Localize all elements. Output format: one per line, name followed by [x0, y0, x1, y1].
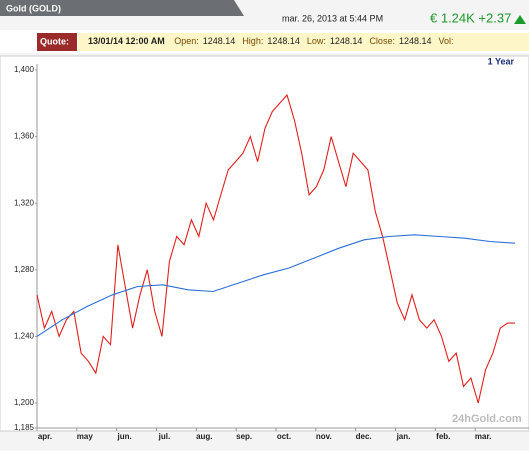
x-tick-label: apr.	[38, 432, 52, 441]
watermark: 24hGold.com	[452, 413, 522, 425]
x-tick-label: jul.	[158, 432, 171, 441]
x-tick-label: sep.	[236, 432, 252, 441]
x-tick-label: jan.	[396, 432, 411, 441]
x-tick-label: aug.	[196, 432, 212, 441]
quote-field-name: Vol:	[439, 36, 454, 46]
up-arrow	[514, 15, 526, 24]
x-tick-label: jun.	[117, 432, 132, 441]
series-line	[36, 234, 516, 337]
quote-field-name: Low:	[307, 36, 326, 46]
quote-field-name: Open:	[174, 36, 199, 46]
series-line	[36, 93, 515, 404]
quote-field-name: Close:	[369, 36, 395, 46]
quote-bg	[78, 33, 529, 51]
timestamp: mar. 26, 2013 at 5:44 PM	[282, 13, 383, 23]
x-tick-label: nov.	[316, 432, 332, 441]
quote-label: Quote:	[40, 36, 69, 46]
quote-label-bg	[37, 33, 77, 51]
chart-frame	[0, 55, 529, 432]
tab	[0, 0, 244, 16]
y-tick-label: 1,240	[14, 332, 35, 341]
quote-field-name: High:	[242, 36, 263, 46]
y-tick-label: 1,320	[14, 198, 35, 207]
x-tick-label: feb.	[436, 432, 450, 441]
tab-title: Gold (GOLD)	[6, 3, 61, 13]
y-tick-label: 1,280	[14, 265, 35, 274]
quote-field-value: 1248.14	[399, 36, 432, 46]
price: € 1.24K +2.37	[430, 10, 511, 25]
range-button[interactable]: 1 Year	[488, 56, 515, 66]
y-tick-label: 1,400	[14, 65, 35, 74]
x-tick-label: oct.	[277, 432, 291, 441]
quote-date: 13/01/14 12:00 AM	[88, 36, 165, 46]
x-tick-label: mar.	[475, 432, 491, 441]
quote-line: 13/01/14 12:00 AM Open: 1248.14 High: 1248.…	[88, 36, 454, 46]
quote-field-value: 1248.14	[203, 36, 236, 46]
x-tick-label: may	[77, 432, 94, 441]
x-tick-label: dec.	[356, 432, 372, 441]
y-tick-label: 1,185	[14, 423, 35, 432]
quote-field-value: 1248.14	[267, 36, 300, 46]
quote-field-value: 1248.14	[330, 36, 363, 46]
y-tick-label: 1,360	[14, 132, 35, 141]
plot: 1,185 1,200 1,240 1,280 1,320 1,360 1,400 apr. m…	[14, 64, 529, 441]
y-tick-label: 1,200	[14, 398, 35, 407]
